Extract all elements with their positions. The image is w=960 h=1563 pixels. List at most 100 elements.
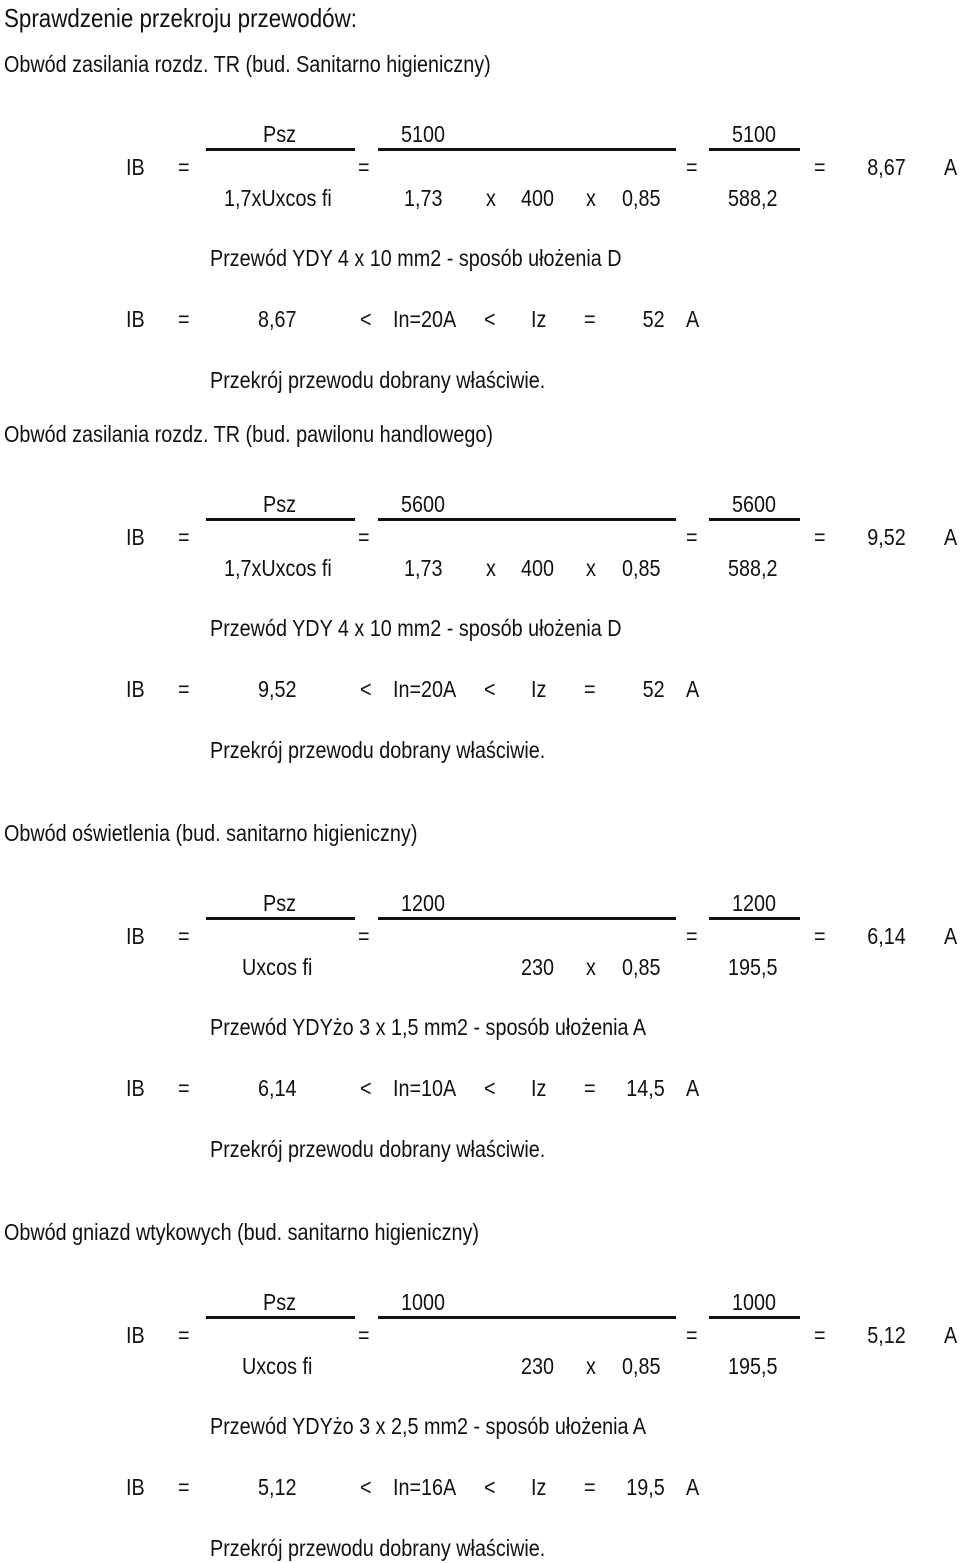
denominator-factor: 230 [521,1353,555,1379]
denominator-factor: 0,85 [622,555,661,581]
equals-sign: = [584,1075,596,1101]
fraction-bar [378,1316,676,1319]
check-ib: IB [126,306,145,332]
less-than-sign: < [360,1474,372,1500]
equals-sign: = [686,1322,698,1348]
fraction-bar [206,518,355,521]
cable-description: Przewód YDY 4 x 10 mm2 - sposób ułożenia… [210,615,622,641]
result-unit: A [944,1322,958,1348]
check-in-value: In=10A [393,1075,457,1101]
equals-sign: = [358,524,370,550]
check-ib-value: 8,67 [258,306,297,332]
fraction-numerator: Psz [263,491,296,517]
cable-description: Przewód YDY 4 x 10 mm2 - sposób ułożenia… [210,245,622,271]
fraction-denominator: Uxcos fi [242,954,313,980]
fraction-bar [709,1316,800,1319]
less-than-sign: < [360,306,372,332]
equals-sign: = [178,1322,190,1348]
fraction-denominator: 195,5 [728,954,778,980]
multiply-sign: x [486,185,496,211]
equals-sign: = [584,676,596,702]
less-than-sign: < [360,1075,372,1101]
equals-sign: = [178,154,190,180]
less-than-sign: < [484,1474,496,1500]
fraction-bar [206,917,355,920]
fraction-numerator: 1200 [732,890,777,916]
fraction-numerator: 1000 [401,1289,446,1315]
section-header: Obwód zasilania rozdz. TR (bud. pawilonu… [4,421,493,447]
result-value: 9,52 [867,524,906,550]
ib-symbol: IB [126,524,145,550]
equals-sign: = [178,1075,190,1101]
denominator-factor: 1,73 [404,185,443,211]
check-ib: IB [126,676,145,702]
fraction-numerator: Psz [263,890,296,916]
check-unit: A [686,306,700,332]
fraction-denominator: 1,7xUxcos fi [224,555,332,581]
check-ib-value: 9,52 [258,676,297,702]
fraction-numerator: 5100 [732,121,777,147]
equals-sign: = [686,154,698,180]
fraction-numerator: 1000 [732,1289,777,1315]
equals-sign: = [814,923,826,949]
check-iz-label: Iz [531,1075,547,1101]
equals-sign: = [814,524,826,550]
equals-sign: = [178,524,190,550]
fraction-bar [709,148,800,151]
equals-sign: = [178,1474,190,1500]
denominator-factor: 0,85 [622,1353,661,1379]
equals-sign: = [686,923,698,949]
fraction-bar [378,518,676,521]
check-in-value: In=20A [393,306,457,332]
check-iz-label: Iz [531,1474,547,1500]
check-iz-label: Iz [531,676,547,702]
check-ib-value: 5,12 [258,1474,297,1500]
check-iz-label: Iz [531,306,547,332]
denominator-factor: 400 [521,555,555,581]
fraction-bar [378,917,676,920]
result-unit: A [944,524,958,550]
denominator-factor: 230 [521,954,555,980]
less-than-sign: < [360,676,372,702]
result-value: 6,14 [867,923,906,949]
check-unit: A [686,1075,700,1101]
section-header: Obwód gniazd wtykowych (bud. sanitarno h… [4,1219,479,1245]
equals-sign: = [178,676,190,702]
equals-sign: = [358,923,370,949]
fraction-bar [206,1316,355,1319]
check-unit: A [686,1474,700,1500]
check-in-value: In=20A [393,676,457,702]
multiply-sign: x [586,555,596,581]
check-unit: A [686,676,700,702]
equals-sign: = [178,306,190,332]
equals-sign: = [584,1474,596,1500]
cable-description: Przewód YDYżo 3 x 1,5 mm2 - sposób ułoże… [210,1014,647,1040]
fraction-numerator: 1200 [401,890,446,916]
section-header: Obwód zasilania rozdz. TR (bud. Sanitarn… [4,51,491,77]
less-than-sign: < [484,676,496,702]
less-than-sign: < [484,306,496,332]
conclusion-text: Przekrój przewodu dobrany właściwie. [210,1136,546,1162]
ib-symbol: IB [126,154,145,180]
ib-symbol: IB [126,1322,145,1348]
equals-sign: = [814,154,826,180]
check-iz-value: 14,5 [626,1075,665,1101]
cable-description: Przewód YDYżo 3 x 2,5 mm2 - sposób ułoże… [210,1413,647,1439]
fraction-denominator: 588,2 [728,555,778,581]
denominator-factor: 1,73 [404,555,443,581]
conclusion-text: Przekrój przewodu dobrany właściwie. [210,737,546,763]
equals-sign: = [358,154,370,180]
fraction-denominator: Uxcos fi [242,1353,313,1379]
check-iz-value: 19,5 [626,1474,665,1500]
page-title: Sprawdzenie przekroju przewodów: [4,3,357,33]
result-value: 8,67 [867,154,906,180]
denominator-factor: 400 [521,185,555,211]
equals-sign: = [584,306,596,332]
result-unit: A [944,923,958,949]
less-than-sign: < [484,1075,496,1101]
check-in-value: In=16A [393,1474,457,1500]
check-iz-value: 52 [642,306,665,332]
equals-sign: = [178,923,190,949]
fraction-numerator: Psz [263,121,296,147]
ib-symbol: IB [126,923,145,949]
